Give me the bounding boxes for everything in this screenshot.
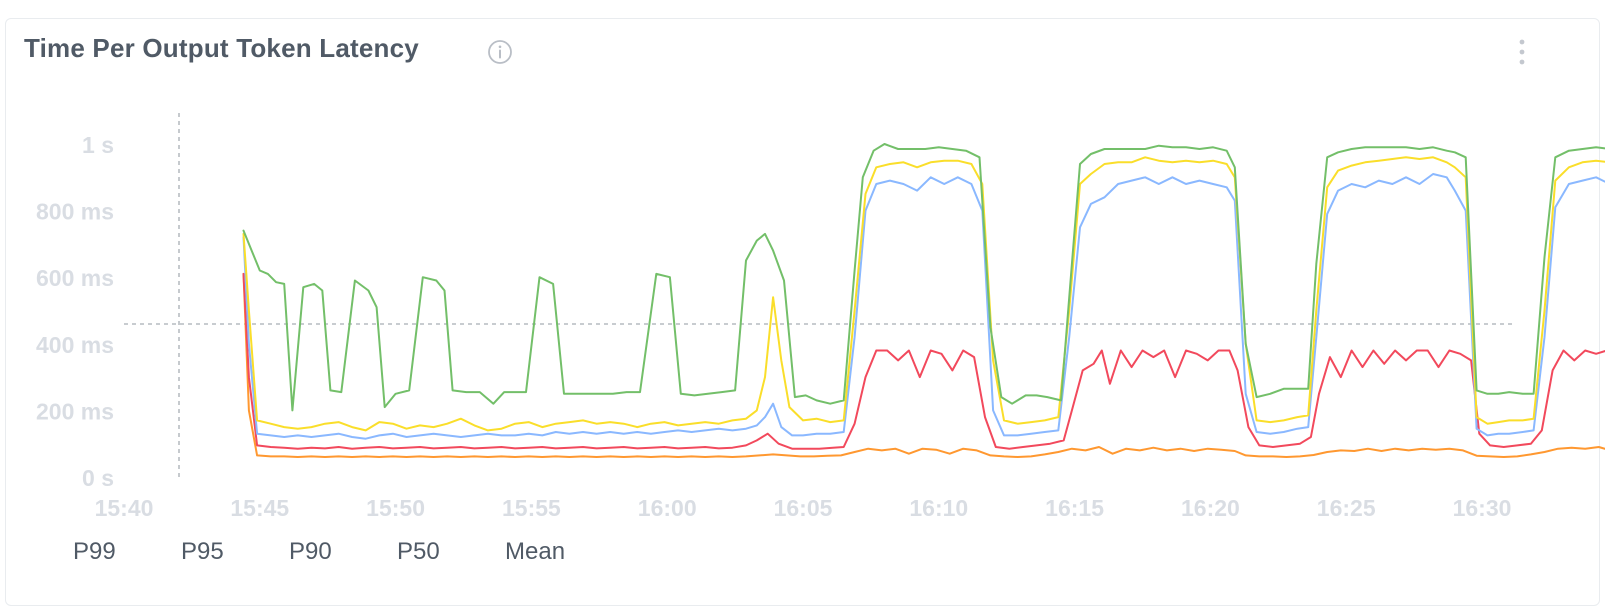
x-tick-label: 16:05 xyxy=(774,495,833,521)
x-tick-label: 16:00 xyxy=(638,495,697,521)
x-tick-label: 15:45 xyxy=(230,495,289,521)
panel-card: Time Per Output Token Latency xyxy=(5,18,1600,606)
legend-item-p95[interactable]: P95 xyxy=(181,538,224,565)
x-axis: 15:40 15:45 15:50 15:55 16:00 16:05 16:10 16:15… xyxy=(95,495,1512,521)
series-line-p50 xyxy=(242,272,1605,450)
series-lines xyxy=(242,143,1605,458)
y-tick-label: 600 ms xyxy=(36,265,114,291)
series-line-p95 xyxy=(242,156,1605,432)
legend-item-mean[interactable]: Mean xyxy=(505,538,566,565)
x-tick-label: 16:15 xyxy=(1045,495,1104,521)
y-tick-label: 400 ms xyxy=(36,332,114,358)
y-tick-label: 0 s xyxy=(82,465,114,491)
x-tick-label: 16:20 xyxy=(1181,495,1240,521)
x-tick-label: 16:30 xyxy=(1453,495,1512,521)
legend: P99 P95 P90 P50 Mean xyxy=(0,538,700,572)
y-tick-label: 200 ms xyxy=(36,398,114,424)
series-line-p99 xyxy=(242,143,1605,412)
x-tick-label: 16:10 xyxy=(909,495,968,521)
y-axis: 0 s 200 ms 400 ms 600 ms 800 ms 1 s xyxy=(36,132,114,491)
y-tick-label: 1 s xyxy=(82,132,114,158)
legend-item-p50[interactable]: P50 xyxy=(397,538,440,565)
legend-item-p90[interactable]: P90 xyxy=(289,538,332,565)
legend-item-p99[interactable]: P99 xyxy=(73,538,116,565)
x-tick-label: 15:55 xyxy=(502,495,561,521)
vertical-dots-icon[interactable] xyxy=(1515,37,1529,67)
series-line-p90 xyxy=(242,173,1605,440)
x-tick-label: 15:40 xyxy=(95,495,154,521)
info-icon[interactable] xyxy=(487,39,513,65)
y-tick-label: 800 ms xyxy=(36,199,114,225)
panel-title: Time Per Output Token Latency xyxy=(24,33,419,63)
series-line-mean xyxy=(242,272,1605,458)
x-tick-label: 16:25 xyxy=(1317,495,1376,521)
x-tick-label: 15:50 xyxy=(366,495,425,521)
